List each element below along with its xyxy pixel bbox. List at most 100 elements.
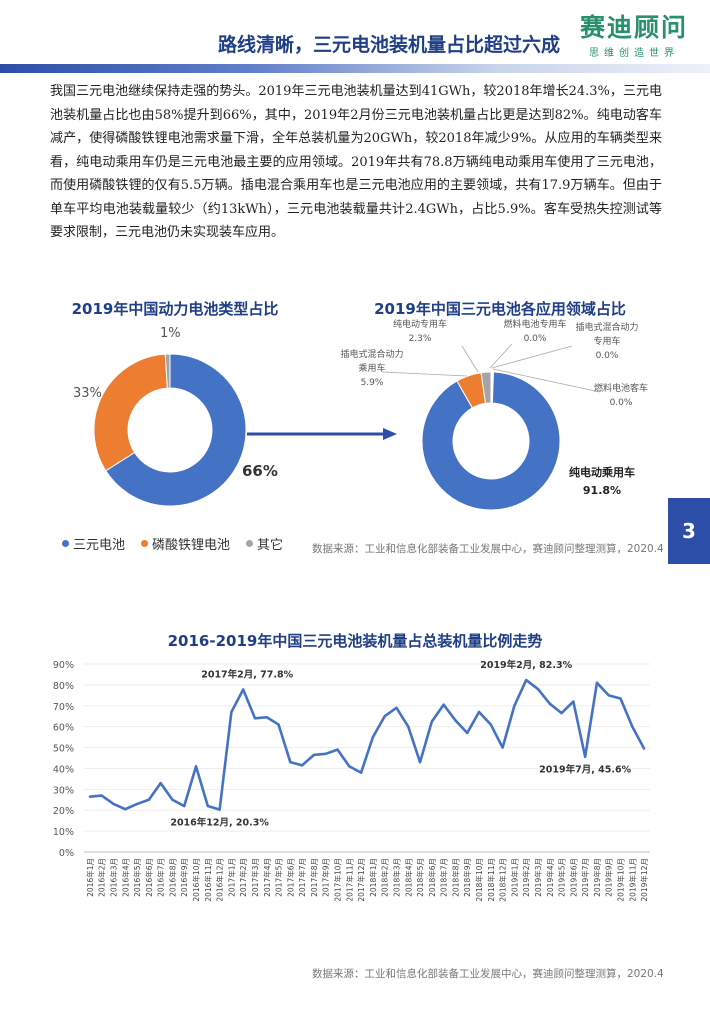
x-tick-label: 2018年3月	[391, 858, 401, 897]
x-tick-label: 2016年2月	[97, 858, 107, 897]
x-tick-label: 2018年1月	[368, 858, 378, 897]
x-tick-label: 2019年2月	[521, 858, 531, 897]
data-point	[159, 781, 162, 785]
data-point	[112, 802, 115, 806]
y-tick-label: 70%	[53, 702, 74, 713]
y-tick-label: 0%	[59, 848, 74, 859]
x-tick-label: 2019年10月	[616, 858, 626, 902]
data-point	[183, 804, 186, 808]
legend-dot-icon	[62, 540, 69, 547]
y-tick-label: 30%	[53, 785, 74, 796]
donut1-legend: 三元电池 磷酸铁锂电池 其它	[62, 534, 283, 553]
label-fuel-special: 燃料电池专用车 0.0%	[503, 320, 567, 344]
data-point	[241, 688, 245, 691]
data-point	[300, 764, 304, 767]
data-point	[501, 746, 504, 749]
x-tick-label: 2019年3月	[533, 858, 543, 897]
data-point	[312, 753, 316, 757]
data-point	[324, 752, 327, 756]
data-source-top: 数据来源：工业和信息化部装备工业发展中心，赛迪顾问整理测算，2020.4	[312, 543, 664, 555]
data-point	[442, 703, 445, 706]
legend-dot-icon	[246, 540, 254, 547]
x-tick-label: 2016年10月	[191, 858, 201, 902]
data-point	[277, 723, 280, 726]
data-point	[147, 798, 151, 801]
x-tick-label: 2017年4月	[262, 858, 272, 897]
x-tick-label: 2017年2月	[238, 858, 248, 897]
x-tick-label: 2017年3月	[250, 858, 260, 897]
data-point	[583, 755, 587, 758]
legend-label: 磷酸铁锂电池	[152, 538, 231, 553]
legend-item-other: 其它	[246, 534, 283, 553]
data-point	[100, 794, 103, 797]
legend-label: 其它	[257, 538, 284, 553]
data-point	[206, 804, 210, 808]
x-tick-label: 2018年2月	[380, 858, 390, 897]
battery-type-chart-title: 2019年中国动力电池类型占比	[71, 300, 279, 318]
arrow-right-icon	[247, 428, 397, 440]
page-title: 路线清晰，三元电池装机量占比超过六成	[217, 34, 560, 56]
battery-type-donut	[93, 353, 247, 507]
data-point	[418, 760, 422, 764]
x-tick-label: 2016年8月	[167, 858, 177, 897]
x-tick-label: 2017年6月	[285, 858, 295, 897]
data-point	[619, 697, 622, 700]
ncm-application-chart-title: 2019年中国三元电池各应用领域占比	[374, 300, 626, 318]
x-tick-label: 2018年8月	[450, 858, 460, 897]
ncm-share-line-chart: 0%10%20%30%40%50%60%70%80%90%2016年1月 2016…	[53, 659, 650, 902]
annotation-label: 2016年12月, 20.3%	[170, 817, 269, 829]
y-tick-label: 20%	[53, 806, 74, 817]
data-point	[265, 716, 268, 719]
donut1-label-lfp: 33%	[73, 386, 102, 401]
x-tick-label: 2017年12月	[356, 858, 366, 902]
x-tick-label: 2016年12月	[215, 858, 225, 902]
page-number-tab: 3	[668, 498, 710, 564]
x-tick-label: 2018年4月	[403, 858, 413, 897]
donut1-slice-0	[105, 353, 247, 507]
data-point	[454, 719, 457, 722]
donut1-label-other: 1%	[160, 326, 181, 341]
data-point	[395, 706, 398, 710]
legend-item-ncm: 三元电池	[62, 534, 125, 553]
data-point	[230, 710, 233, 714]
x-tick-label: 2017年5月	[274, 858, 284, 897]
x-tick-label: 2019年9月	[604, 858, 614, 897]
label-fuel-bus: 燃料电池客车 0.0%	[593, 384, 648, 408]
legend-item-lfp: 磷酸铁锂电池	[141, 534, 230, 553]
x-tick-label: 2019年11月	[627, 858, 637, 902]
logo-text: 赛迪顾问	[579, 13, 688, 42]
legend-label: 三元电池	[73, 538, 126, 553]
data-point	[560, 711, 563, 715]
x-tick-label: 2017年11月	[344, 858, 354, 902]
label-ev-passenger: 纯电动乘用车 91.8%	[569, 466, 635, 497]
x-tick-label: 2018年6月	[427, 858, 437, 897]
annotation-label: 2019年7月, 45.6%	[539, 764, 631, 776]
label-phev-special: 插电式混合动力 专用车 0.0%	[575, 323, 639, 361]
x-tick-label: 2016年6月	[144, 858, 154, 897]
x-tick-label: 2018年12月	[498, 858, 508, 902]
data-point	[359, 771, 363, 774]
trend-chart-title: 2016-2019年中国三元电池装机量占总装机量比例走势	[167, 632, 543, 650]
x-tick-label: 2017年9月	[321, 858, 331, 897]
ncm-application-donut	[421, 371, 561, 511]
legend-dot-icon	[141, 540, 149, 547]
label-ev-special: 纯电动专用车 2.3%	[392, 320, 447, 344]
data-point	[631, 725, 634, 728]
data-point	[253, 717, 257, 720]
x-tick-label: 2017年10月	[333, 858, 343, 902]
data-source-bottom: 数据来源：工业和信息化部装备工业发展中心，赛迪顾问整理测算，2020.4	[312, 968, 664, 980]
header-band	[0, 64, 710, 73]
x-tick-label: 2018年5月	[415, 858, 425, 897]
annotation-label: 2017年2月, 77.8%	[201, 668, 293, 680]
x-tick-label: 2017年1月	[226, 858, 236, 897]
x-tick-label: 2019年8月	[592, 858, 602, 897]
data-point	[595, 681, 599, 684]
x-tick-label: 2019年1月	[509, 858, 519, 897]
x-tick-label: 2019年5月	[557, 858, 567, 897]
company-logo: 赛迪顾问 思维创造世界	[572, 13, 696, 60]
x-tick-label: 2016年11月	[203, 858, 213, 902]
x-tick-label: 2016年5月	[132, 858, 142, 897]
data-point	[371, 735, 375, 739]
series-line	[89, 678, 646, 811]
donut2-slice-0	[421, 371, 561, 511]
